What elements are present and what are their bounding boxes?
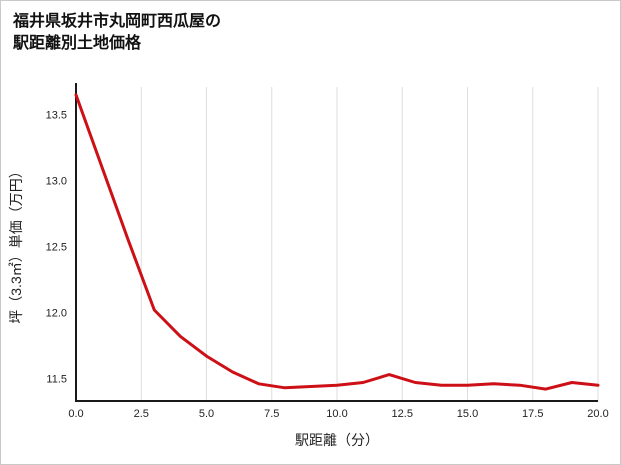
y-axis-label: 坪（3.3㎡）単価（万円） (8, 164, 24, 323)
line-chart: 0.0 2.5 5.0 7.5 10.0 12.5 15.0 17.5 20.0 11.5 12.… (8, 83, 609, 448)
chart-title-line-1: 福井県坂井市丸岡町西瓜屋の (13, 13, 222, 30)
y-tick-label: 12.5 (46, 242, 67, 254)
y-tick-label: 11.5 (46, 374, 67, 386)
x-axis-label: 駅距離（分） (295, 432, 379, 448)
y-tick-labels: 11.5 12.0 12.5 13.0 13.5 (46, 110, 67, 386)
axes (75, 83, 598, 402)
price-line (74, 93, 600, 391)
x-tick-label: 17.5 (522, 408, 543, 420)
x-tick-label: 12.5 (392, 408, 413, 420)
chart-title-line-2: 駅距離別土地価格 (13, 34, 142, 52)
x-tick-label: 10.0 (326, 408, 347, 420)
x-tick-label: 2.5 (134, 408, 149, 420)
x-tick-label: 20.0 (587, 408, 608, 420)
x-tick-label: 0.0 (68, 408, 83, 420)
axis-titles: 駅距離（分） 坪（3.3㎡）単価（万円） (8, 164, 379, 448)
y-tick-label: 13.0 (46, 176, 67, 188)
chart-title: 福井県坂井市丸岡町西瓜屋の 駅距離別土地価格 (1, 1, 620, 54)
x-tick-labels: 0.0 2.5 5.0 7.5 10.0 12.5 15.0 17.5 20.0 (68, 408, 608, 420)
x-tick-label: 7.5 (264, 408, 279, 420)
x-tick-label: 15.0 (457, 408, 478, 420)
line-series (74, 93, 600, 391)
x-tick-label: 5.0 (199, 408, 214, 420)
y-tick-label: 13.5 (46, 110, 67, 122)
gridlines (140, 87, 599, 401)
chart-area: 0.0 2.5 5.0 7.5 10.0 12.5 15.0 17.5 20.0 11.5 12.… (1, 63, 620, 463)
y-tick-label: 12.0 (46, 308, 67, 320)
